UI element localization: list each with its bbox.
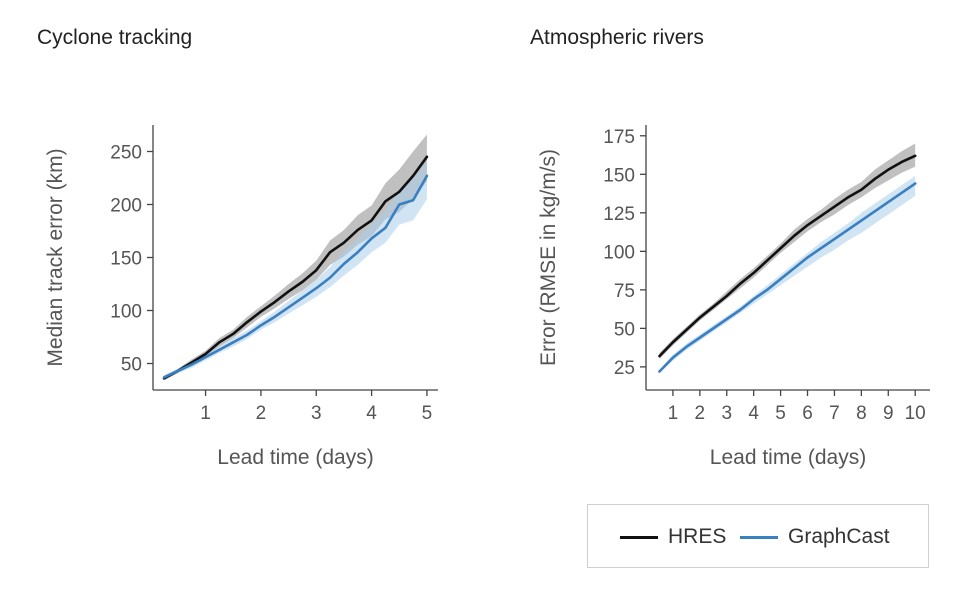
ar-chart: 25 50 75 100 125 150 175 1 2 3 4 5 6 7 8 9 10 Lead time (… (537, 125, 930, 469)
ar-x-tick-label: 8 (856, 403, 867, 424)
cyclone-chart: 50 100 150 200 250 1 2 3 4 5 Lead time (days) Media… (44, 125, 438, 469)
ar-y-tick-label: 125 (603, 204, 635, 225)
ar-x-tick-label: 4 (748, 403, 759, 424)
cyclone-y-tick-label: 50 (121, 355, 142, 376)
ar-hres-line (658, 154, 917, 358)
ar-y-tick-label: 50 (614, 319, 635, 340)
ar-x-tick-label: 7 (829, 403, 840, 424)
ar-hres-band (659, 143, 916, 360)
legend-item-graphcast: GraphCast (740, 525, 890, 549)
ar-y-tick-label: 75 (614, 281, 635, 302)
ar-x-tick-label: 10 (905, 403, 926, 424)
ar-y-tick-label: 100 (603, 242, 635, 263)
cyclone-y-tick-label: 100 (110, 302, 142, 323)
cyclone-x-tick-label: 4 (366, 403, 377, 424)
ar-x-tick-label: 6 (802, 403, 813, 424)
ar-x-tick-label: 1 (668, 403, 679, 424)
cyclone-y-tick-label: 150 (110, 249, 142, 270)
ar-y-tick-label: 175 (603, 127, 635, 148)
left-panel-title: Cyclone tracking (37, 26, 193, 49)
legend-swatch-hres (620, 535, 658, 539)
ar-x-tick-label: 2 (695, 403, 706, 424)
cyclone-x-tick-label: 1 (200, 403, 211, 424)
ar-x-axis-label: Lead time (days) (710, 446, 866, 469)
cyclone-graphcast-line (162, 174, 429, 379)
cyclone-y-tick-label: 250 (110, 143, 142, 164)
cyclone-y-axis-label: Median track error (km) (44, 148, 67, 366)
cyclone-x-tick-label: 3 (311, 403, 322, 424)
ar-x-tick-label: 3 (721, 403, 732, 424)
legend-item-hres: HRES (620, 525, 726, 549)
ar-x-tick-label: 9 (883, 403, 894, 424)
ar-y-tick-label: 25 (614, 358, 635, 379)
cyclone-x-tick-label: 5 (422, 403, 433, 424)
legend: HRES GraphCast (587, 504, 929, 568)
right-panel-title: Atmospheric rivers (530, 26, 704, 49)
cyclone-y-tick-label: 200 (110, 196, 142, 217)
ar-x-tick-label: 5 (775, 403, 786, 424)
legend-swatch-graphcast (740, 535, 778, 539)
ar-graphcast-line (658, 182, 917, 373)
cyclone-hres-line (162, 155, 429, 380)
cyclone-hres-band (164, 134, 427, 381)
legend-label-hres: HRES (668, 525, 727, 548)
ar-y-tick-label: 150 (603, 165, 635, 186)
legend-label-graphcast: GraphCast (788, 525, 890, 548)
ar-y-axis-label: Error (RMSE in kg/m/s) (537, 149, 560, 366)
cyclone-x-axis-label: Lead time (days) (217, 446, 373, 469)
cyclone-x-tick-label: 2 (256, 403, 267, 424)
